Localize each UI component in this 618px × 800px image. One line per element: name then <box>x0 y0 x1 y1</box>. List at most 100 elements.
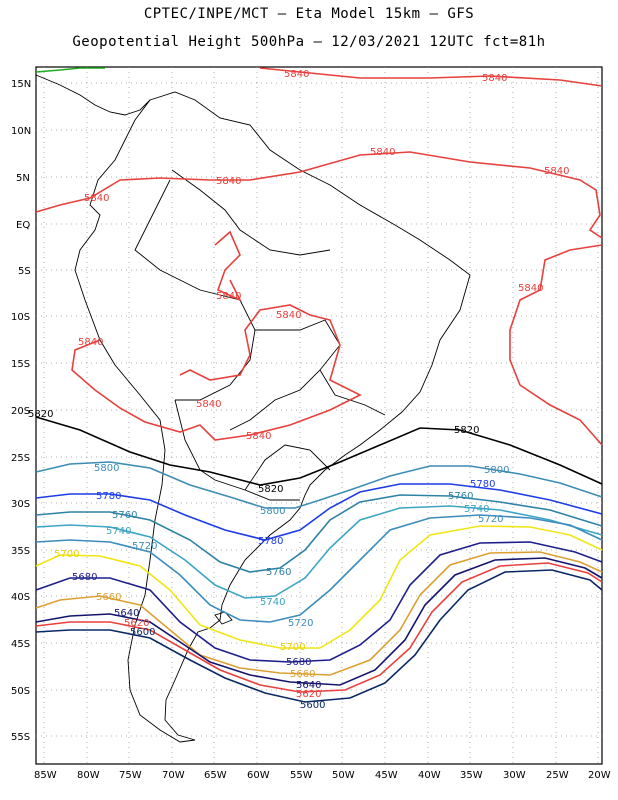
contour-label: 5660 <box>96 592 121 603</box>
contour-label: 5760 <box>266 567 291 578</box>
contour-label: 5660 <box>290 669 315 680</box>
contour-label: 5820 <box>258 484 283 495</box>
lon-label: 60W <box>247 770 270 781</box>
lon-label: 65W <box>204 770 227 781</box>
chart-title-line2: Geopotential Height 500hPa — 12/03/2021 … <box>72 34 546 50</box>
lon-label: 70W <box>162 770 185 781</box>
lon-label: 40W <box>418 770 441 781</box>
contour-lines <box>35 67 603 703</box>
contour-label: 5700 <box>54 549 79 560</box>
south-america-outline <box>74 91 471 743</box>
lon-label: 75W <box>119 770 142 781</box>
lon-label: 25W <box>546 770 569 781</box>
contour-5840-center <box>35 151 603 239</box>
lon-label: 80W <box>77 770 100 781</box>
contour-5780 <box>35 483 603 541</box>
contour-label: 5800 <box>94 463 119 474</box>
contour-label: 5720 <box>132 541 157 552</box>
contour-label: 5780 <box>470 479 495 490</box>
contour-5840-north <box>259 67 603 87</box>
lat-label: 20S <box>11 406 30 417</box>
lat-label: 40S <box>11 592 30 603</box>
lon-label: 50W <box>332 770 355 781</box>
lon-label: 55W <box>290 770 313 781</box>
contour-label: 5840 <box>84 193 109 204</box>
contour-label: 5820 <box>454 425 479 436</box>
lon-label: 20W <box>588 770 611 781</box>
lat-label: 10N <box>11 126 31 137</box>
contour-label: 5640 <box>296 680 321 691</box>
contour-5840-east <box>509 244 603 446</box>
latitude-labels: 15N 10N 5N EQ 5S 10S 15S 20S 25S 30S 35S… <box>11 79 31 743</box>
contour-label: 5840 <box>276 310 301 321</box>
chart-title-line1: CPTEC/INPE/MCT — Eta Model 15km — GFS <box>143 6 475 22</box>
lat-label: 5S <box>18 266 31 277</box>
contour-label: 5840 <box>482 73 507 84</box>
lon-label: 45W <box>375 770 398 781</box>
lat-label: 5N <box>16 173 30 184</box>
contour-label: 5720 <box>288 618 313 629</box>
contour-5760 <box>35 494 603 573</box>
contour-label: 5840 <box>216 291 241 302</box>
contour-5820 <box>35 416 603 486</box>
contour-label: 5680 <box>286 657 311 668</box>
contour-green <box>35 67 105 73</box>
lat-label: 45S <box>11 639 30 650</box>
contour-label: 5600 <box>300 700 325 711</box>
contour-label: 5640 <box>114 608 139 619</box>
lat-label: 35S <box>11 546 30 557</box>
lat-label: EQ <box>16 220 30 231</box>
contour-label: 5780 <box>96 491 121 502</box>
falkland-islands <box>214 611 233 625</box>
contour-label: 5740 <box>464 504 489 515</box>
contour-label: 5840 <box>370 147 395 158</box>
contour-label: 5840 <box>284 69 309 80</box>
contour-5740 <box>35 505 603 599</box>
contour-label: 5840 <box>216 176 241 187</box>
lat-label: 10S <box>11 312 30 323</box>
lat-label: 50S <box>11 686 30 697</box>
contour-label: 5840 <box>544 166 569 177</box>
contour-5720 <box>35 514 603 623</box>
contour-label: 5800 <box>260 506 285 517</box>
contour-5600 <box>35 569 603 703</box>
longitude-labels: 85W 80W 75W 70W 65W 60W 55W 50W 45W 40W … <box>34 770 611 781</box>
contour-5840-inner <box>214 230 242 302</box>
contour-label: 5760 <box>112 510 137 521</box>
contour-5680 <box>35 541 603 663</box>
contour-label: 5840 <box>518 283 543 294</box>
contour-label: 5740 <box>106 526 131 537</box>
contour-label: 5720 <box>478 514 503 525</box>
contour-label: 5820 <box>28 409 53 420</box>
contour-label: 5760 <box>448 491 473 502</box>
contour-label: 5700 <box>280 642 305 653</box>
lat-label: 55S <box>11 732 30 743</box>
lon-label: 35W <box>460 770 483 781</box>
contour-label: 5600 <box>130 627 155 638</box>
central-america-outline <box>35 74 151 116</box>
lat-label: 15N <box>11 79 31 90</box>
contour-label: 5680 <box>72 572 97 583</box>
contour-5840-south <box>71 304 362 441</box>
contour-label: 5740 <box>260 597 285 608</box>
contour-5640 <box>35 557 603 686</box>
contour-label: 5620 <box>124 618 149 629</box>
contour-label: 5620 <box>296 689 321 700</box>
contour-5800 <box>35 461 603 509</box>
contour-label: 5780 <box>258 536 283 547</box>
contour-5620 <box>35 562 603 693</box>
contour-5660 <box>35 551 603 676</box>
lat-label: 30S <box>11 499 30 510</box>
contour-labels: 5840 5840 5840 5840 5840 5840 5840 5840 … <box>28 69 569 711</box>
lat-label: 25S <box>11 453 30 464</box>
plot-frame <box>35 66 603 765</box>
lat-label: 15S <box>11 359 30 370</box>
contour-5700 <box>35 525 603 649</box>
lon-label: 30W <box>503 770 526 781</box>
contour-label: 5800 <box>484 465 509 476</box>
contour-label: 5840 <box>78 337 103 348</box>
lon-label: 85W <box>34 770 57 781</box>
contour-label: 5840 <box>196 399 221 410</box>
contour-label: 5840 <box>246 431 271 442</box>
